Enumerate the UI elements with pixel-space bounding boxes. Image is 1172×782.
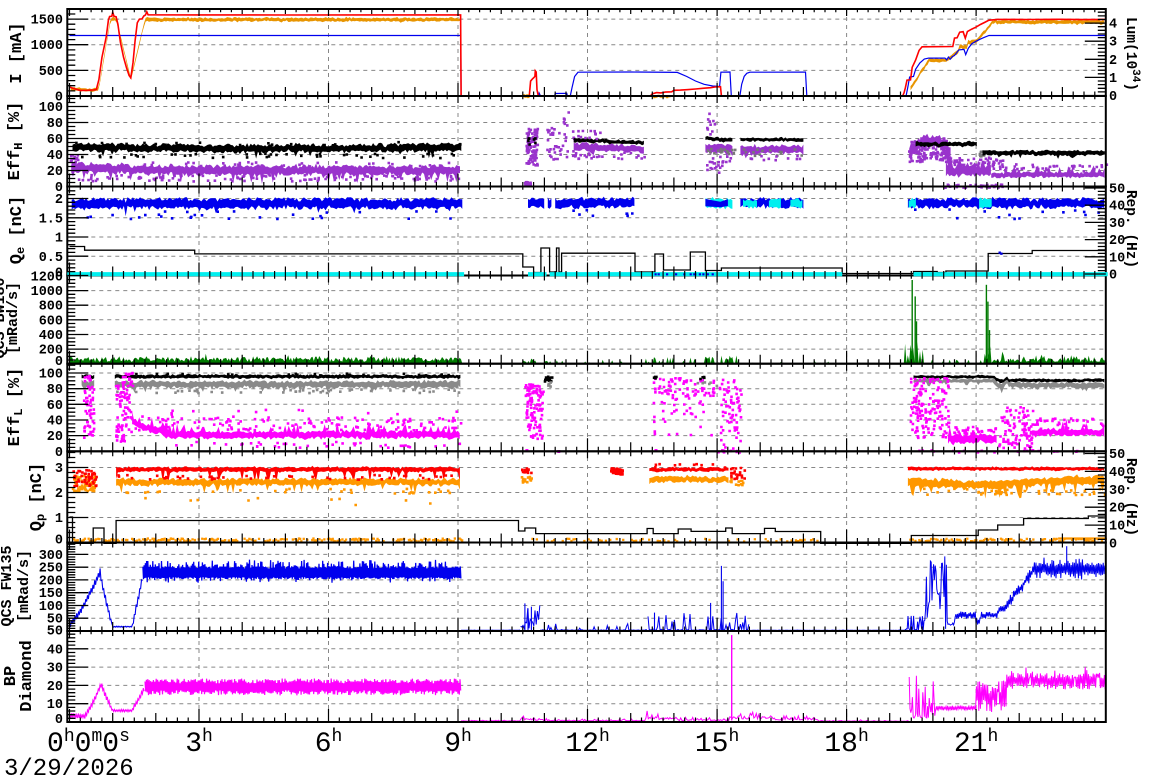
svg-text:0: 0 [55,181,63,196]
svg-text:0.5: 0.5 [39,251,63,266]
svg-text:2: 2 [1109,54,1117,69]
svg-text:200: 200 [39,574,63,589]
svg-text:40: 40 [1109,466,1125,481]
svg-text:20: 20 [47,165,63,180]
svg-text:Qe [nC]: Qe [nC] [8,196,28,264]
svg-text:10: 10 [1109,520,1125,535]
svg-text:0: 0 [1109,90,1117,105]
svg-text:20: 20 [1109,502,1125,517]
svg-text:100: 100 [39,368,63,383]
svg-text:20: 20 [1109,234,1125,249]
svg-text:50: 50 [1109,448,1125,463]
svg-text:3/29/2026: 3/29/2026 [4,756,134,782]
svg-text:250: 250 [39,562,63,577]
svg-text:[mRad/s]: [mRad/s] [16,550,33,622]
svg-text:1: 1 [1109,72,1117,87]
svg-text:80: 80 [47,383,63,398]
svg-text:3: 3 [1109,36,1117,51]
svg-text:20: 20 [47,430,63,445]
svg-text:4: 4 [1109,18,1117,33]
svg-text:40: 40 [47,414,63,429]
svg-text:1: 1 [55,512,63,527]
svg-text:30: 30 [1109,217,1125,232]
svg-text:2: 2 [55,193,63,208]
svg-text:200: 200 [39,344,63,359]
svg-text:10: 10 [47,698,63,713]
svg-text:21h: 21h [954,727,998,760]
svg-text:[mRad/s]: [mRad/s] [5,282,22,354]
svg-text:Diamond: Diamond [18,640,37,711]
svg-text:0: 0 [1109,538,1117,553]
svg-text:50: 50 [47,625,63,640]
svg-text:100: 100 [39,600,63,615]
svg-text:300: 300 [39,549,63,564]
svg-text:500: 500 [39,65,63,80]
svg-text:0: 0 [1109,269,1117,284]
svg-text:50: 50 [47,613,63,628]
svg-text:1000: 1000 [31,39,63,54]
svg-text:40: 40 [47,149,63,164]
svg-text:EffL [%]: EffL [%] [6,368,26,447]
svg-text:1.5: 1.5 [39,212,63,227]
svg-text:40: 40 [47,643,63,658]
svg-text:2: 2 [55,487,63,502]
svg-text:9h: 9h [444,727,472,760]
svg-text:EffH [%]: EffH [%] [6,102,26,181]
svg-text:50: 50 [1109,183,1125,198]
svg-text:60: 60 [47,399,63,414]
svg-text:Qp [nC]: Qp [nC] [28,463,48,531]
svg-text:30: 30 [47,662,63,677]
svg-text:20: 20 [47,680,63,695]
svg-text:QCS BW180: QCS BW180 [0,277,9,358]
svg-text:40: 40 [1109,200,1125,215]
svg-text:0: 0 [55,446,63,461]
svg-text:150: 150 [39,587,63,602]
svg-text:30: 30 [1109,484,1125,499]
svg-text:0: 0 [55,267,63,282]
svg-text:400: 400 [39,329,63,344]
svg-text:1000: 1000 [31,285,63,300]
svg-text:QCS FW135: QCS FW135 [0,545,16,626]
svg-text:0h0m0s: 0h0m0s [47,727,130,760]
svg-text:1500: 1500 [31,14,63,29]
svg-text:3: 3 [55,462,63,477]
svg-text:100: 100 [39,101,63,116]
svg-text:60: 60 [47,133,63,148]
svg-text:600: 600 [39,314,63,329]
svg-text:Rep. (Hz): Rep. (Hz) [1122,458,1138,536]
svg-text:10: 10 [1109,251,1125,266]
svg-text:Rep. (Hz): Rep. (Hz) [1122,190,1138,268]
svg-text:0: 0 [55,713,63,728]
svg-text:1200: 1200 [31,270,63,285]
svg-text:80: 80 [47,117,63,132]
svg-text:BP: BP [2,666,21,686]
svg-text:0: 0 [55,534,63,549]
svg-text:1: 1 [55,232,63,247]
svg-text:800: 800 [39,300,63,315]
svg-text:I [mA]: I [mA] [8,22,27,83]
svg-text:0: 0 [55,91,63,106]
svg-text:0: 0 [55,355,63,370]
